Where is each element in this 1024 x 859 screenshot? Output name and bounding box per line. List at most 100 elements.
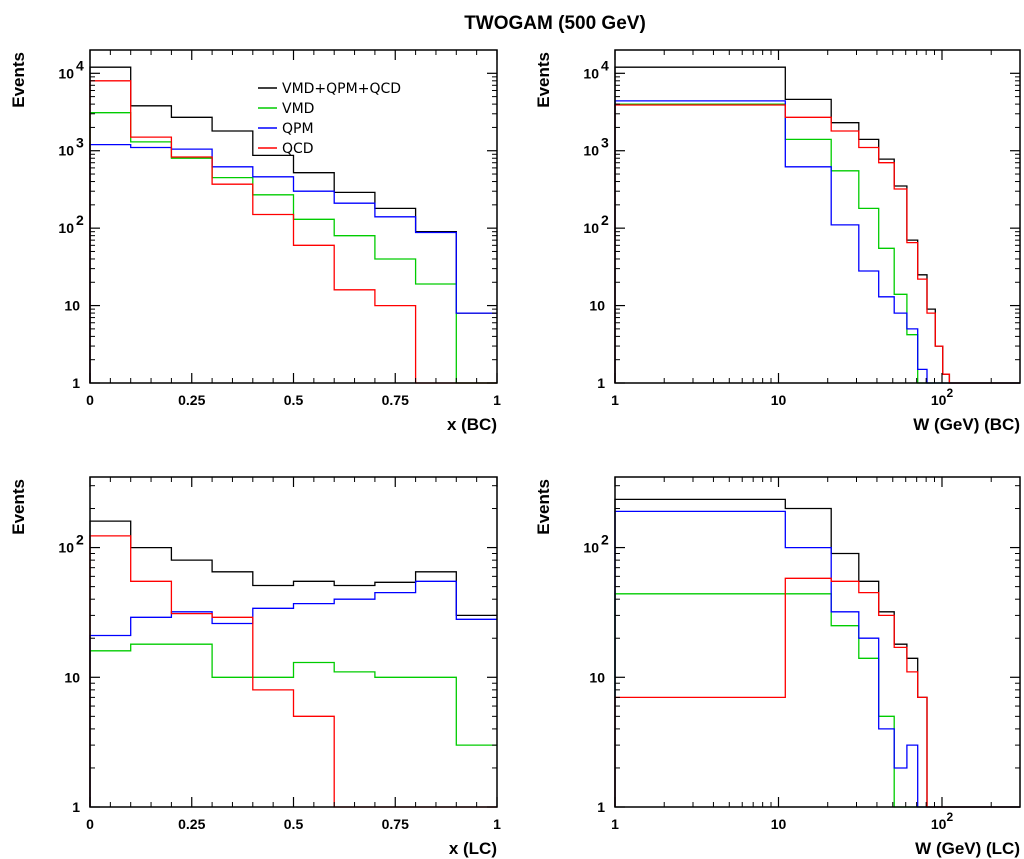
legend-label: QCD [282,141,314,157]
series-qpm [89,143,497,383]
y-axis-label: Events [9,52,28,108]
x-tick-label-text: 1 [493,816,501,832]
series-vmd [614,103,1020,384]
y-tick-label-exp: 2 [76,212,84,228]
plot-frame [614,49,1021,384]
x-tick-label-text: 0.5 [284,392,304,408]
series-qpm [89,580,497,807]
y-tick-label-text: 1 [72,375,80,391]
y-tick-label-text: 10 [583,540,599,556]
y-tick-label-text: 10 [58,65,74,81]
y-tick-label-text: 10 [64,298,80,314]
x-tick-label-exp: 2 [946,810,953,824]
series-qcd [614,104,1020,384]
x-tick-label: 102 [931,386,954,408]
x-tick-label: 0.25 [178,392,205,408]
y-tick-label-exp: 3 [601,135,609,151]
y-tick-label: 10 [583,65,599,81]
series-vmd [614,593,1020,808]
x-tick-label-text: 0.25 [178,816,205,832]
x-tick-label: 0.75 [382,816,409,832]
x-tick-label: 1 [611,816,619,832]
x-tick-label: 0.5 [284,816,304,832]
x-tick-label: 10 [771,392,787,408]
y-tick-label-exp: 3 [76,135,84,151]
x-tick-label-text: 0.75 [382,816,409,832]
y-tick-label-text: 1 [597,375,605,391]
x-tick-label-text: 0 [86,392,94,408]
x-tick-label-text: 10 [771,816,787,832]
y-tick-label: 10 [589,669,605,685]
x-tick-label: 1 [493,816,501,832]
y-tick-label: 1 [72,799,80,815]
x-tick-label-text: 0.25 [178,392,205,408]
y-axis-label: Events [534,479,553,535]
y-tick-label: 10 [58,220,74,236]
y-tick-label-exp: 4 [601,57,609,73]
y-tick-label-text: 10 [589,298,605,314]
series-qpm [614,100,1020,384]
x-tick-label-text: 1 [493,392,501,408]
x-tick-label: 0 [86,816,94,832]
x-axis-label: x (BC) [447,415,497,434]
x-tick-label: 0.25 [178,816,205,832]
y-tick-label-text: 1 [597,799,605,815]
y-tick-label: 10 [58,540,74,556]
y-tick-label: 10 [64,669,80,685]
x-tick-label-text: 0.75 [382,392,409,408]
y-tick-label-text: 10 [58,220,74,236]
legend-label: VMD [282,101,314,117]
y-tick-label: 10 [589,298,605,314]
series-vmd-qpm-qcd [614,66,1020,384]
y-tick-label-text: 10 [64,669,80,685]
x-tick-label: 0 [86,392,94,408]
y-tick-label-exp: 4 [76,57,84,73]
y-tick-label-text: 1 [72,799,80,815]
series-vmd-qpm-qcd [89,520,497,807]
y-tick-label: 1 [597,799,605,815]
y-tick-label: 10 [58,65,74,81]
x-axis-label: x (LC) [449,839,497,858]
y-axis-label: Events [9,479,28,535]
y-tick-label-text: 10 [58,143,74,159]
x-tick-label: 0.5 [284,392,304,408]
y-tick-label: 10 [64,298,80,314]
x-tick-label-text: 10 [931,392,947,408]
y-tick-label-text: 10 [58,540,74,556]
x-tick-label-text: 1 [611,816,619,832]
legend: VMD+QPM+QCD VMD QPM QCD [258,81,401,157]
y-tick-label-text: 10 [583,220,599,236]
series-vmd [89,643,497,807]
x-tick-label-text: 10 [771,392,787,408]
x-tick-label: 0.75 [382,392,409,408]
y-tick-label: 10 [583,143,599,159]
y-tick-label: 10 [58,143,74,159]
legend-label: VMD+QPM+QCD [282,81,401,97]
y-tick-label: 10 [583,540,599,556]
x-tick-label: 102 [931,810,954,832]
y-tick-label: 1 [72,375,80,391]
x-axis-label: W (GeV) (BC) [913,415,1020,434]
x-tick-label-exp: 2 [946,386,953,400]
x-tick-label: 1 [611,392,619,408]
y-tick-label-text: 10 [583,65,599,81]
x-tick-label: 1 [493,392,501,408]
x-axis-label: W (GeV) (LC) [915,839,1020,858]
x-tick-label-text: 0.5 [284,816,304,832]
y-tick-label-text: 10 [583,143,599,159]
y-axis-label: Events [534,52,553,108]
x-tick-label-text: 1 [611,392,619,408]
y-tick-label-exp: 2 [76,532,84,548]
y-tick-label-exp: 2 [601,532,609,548]
series-vmd [89,112,497,384]
series-qcd [614,577,1020,808]
y-tick-label-exp: 2 [601,212,609,228]
figure-title: TWOGAM (500 GeV) [464,13,646,34]
y-tick-label: 1 [597,375,605,391]
y-tick-label: 10 [583,220,599,236]
